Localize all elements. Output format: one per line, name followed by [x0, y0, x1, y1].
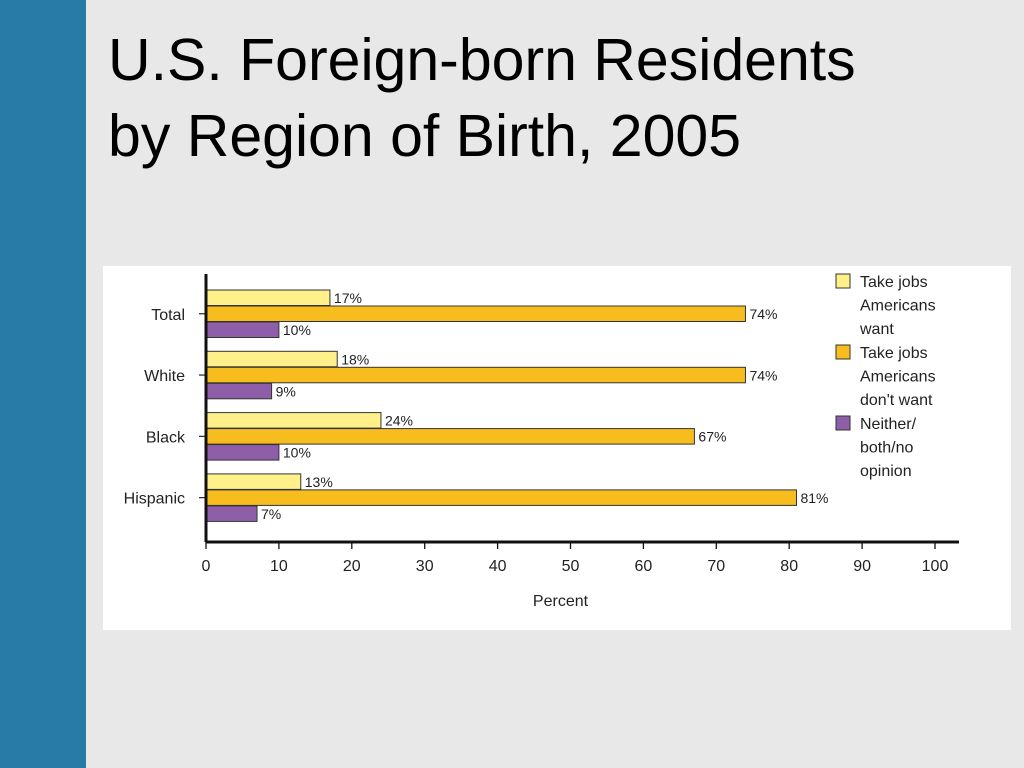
- side-accent-bar: [0, 0, 86, 768]
- bar-data-label: 81%: [800, 490, 828, 506]
- bar-data-label: 9%: [276, 383, 296, 399]
- bar-black-series-1: [205, 412, 382, 429]
- bar-data-label: 18%: [341, 351, 369, 367]
- slide-title: U.S. Foreign-born Residents by Region of…: [108, 22, 1008, 174]
- legend-label-2: Americans: [860, 369, 936, 386]
- x-tick-label: 20: [343, 558, 361, 575]
- bar-hispanic-series-1: [205, 473, 302, 490]
- bar-white-series-3: [205, 382, 273, 400]
- bar-black-series-2: [205, 428, 695, 445]
- legend-label-3: opinion: [860, 463, 912, 480]
- legend-label-2: don't want: [860, 392, 933, 409]
- bar-hispanic-series-2: [205, 489, 797, 506]
- category-label-hispanic: Hispanic: [124, 491, 185, 508]
- legend-swatch-2: [835, 344, 851, 360]
- legend-label-2: Take jobs: [860, 345, 928, 362]
- bar-total-series-2: [205, 305, 746, 322]
- bar-data-label: 24%: [385, 413, 413, 429]
- slide-title-line-1: U.S. Foreign-born Residents: [108, 27, 856, 93]
- x-tick-label: 60: [635, 558, 653, 575]
- category-label-total: Total: [151, 307, 185, 324]
- legend-label-1: Americans: [860, 298, 936, 315]
- bar-data-label: 7%: [261, 506, 281, 522]
- bar-data-label: 67%: [698, 429, 726, 445]
- bar-chart: Total 17% 74% 10% White 18% 74% 9% Black 24% 67% 10…: [124, 273, 959, 610]
- category-label-black: Black: [146, 429, 186, 446]
- bar-white-series-1: [205, 350, 338, 368]
- x-tick-label: 30: [416, 558, 434, 575]
- bar-total-series-3: [205, 321, 280, 338]
- bar-data-label: 74%: [749, 367, 777, 383]
- x-tick-label: 90: [853, 558, 871, 575]
- x-tick-label: 70: [707, 558, 725, 575]
- bar-white-series-2: [205, 366, 746, 384]
- x-tick-label: 100: [922, 558, 949, 575]
- legend-swatch-3: [835, 415, 851, 431]
- x-tick-label: 40: [489, 558, 507, 575]
- bar-data-label: 17%: [334, 290, 362, 306]
- category-label-white: White: [144, 368, 185, 385]
- legend-label-1: Take jobs: [860, 274, 928, 291]
- x-tick-label: 50: [562, 558, 580, 575]
- legend-label-3: both/no: [860, 440, 913, 457]
- legend-swatch-1: [835, 273, 851, 289]
- x-tick-label: 80: [780, 558, 798, 575]
- x-tick-label: 0: [202, 558, 211, 575]
- chart-panel: Total 17% 74% 10% White 18% 74% 9% Black 24% 67% 10…: [103, 266, 1011, 630]
- legend-label-1: want: [859, 321, 894, 338]
- x-axis-label: Percent: [533, 593, 589, 610]
- legend-label-3: Neither/: [860, 416, 917, 433]
- bar-hispanic-series-3: [205, 505, 258, 522]
- bar-data-label: 10%: [283, 322, 311, 338]
- bar-data-label: 10%: [283, 445, 311, 461]
- bar-data-label: 13%: [305, 474, 333, 490]
- bar-black-series-3: [205, 444, 280, 461]
- bar-total-series-1: [205, 289, 331, 306]
- x-tick-label: 10: [270, 558, 288, 575]
- bar-data-label: 74%: [749, 306, 777, 322]
- slide-title-line-2: by Region of Birth, 2005: [108, 103, 742, 169]
